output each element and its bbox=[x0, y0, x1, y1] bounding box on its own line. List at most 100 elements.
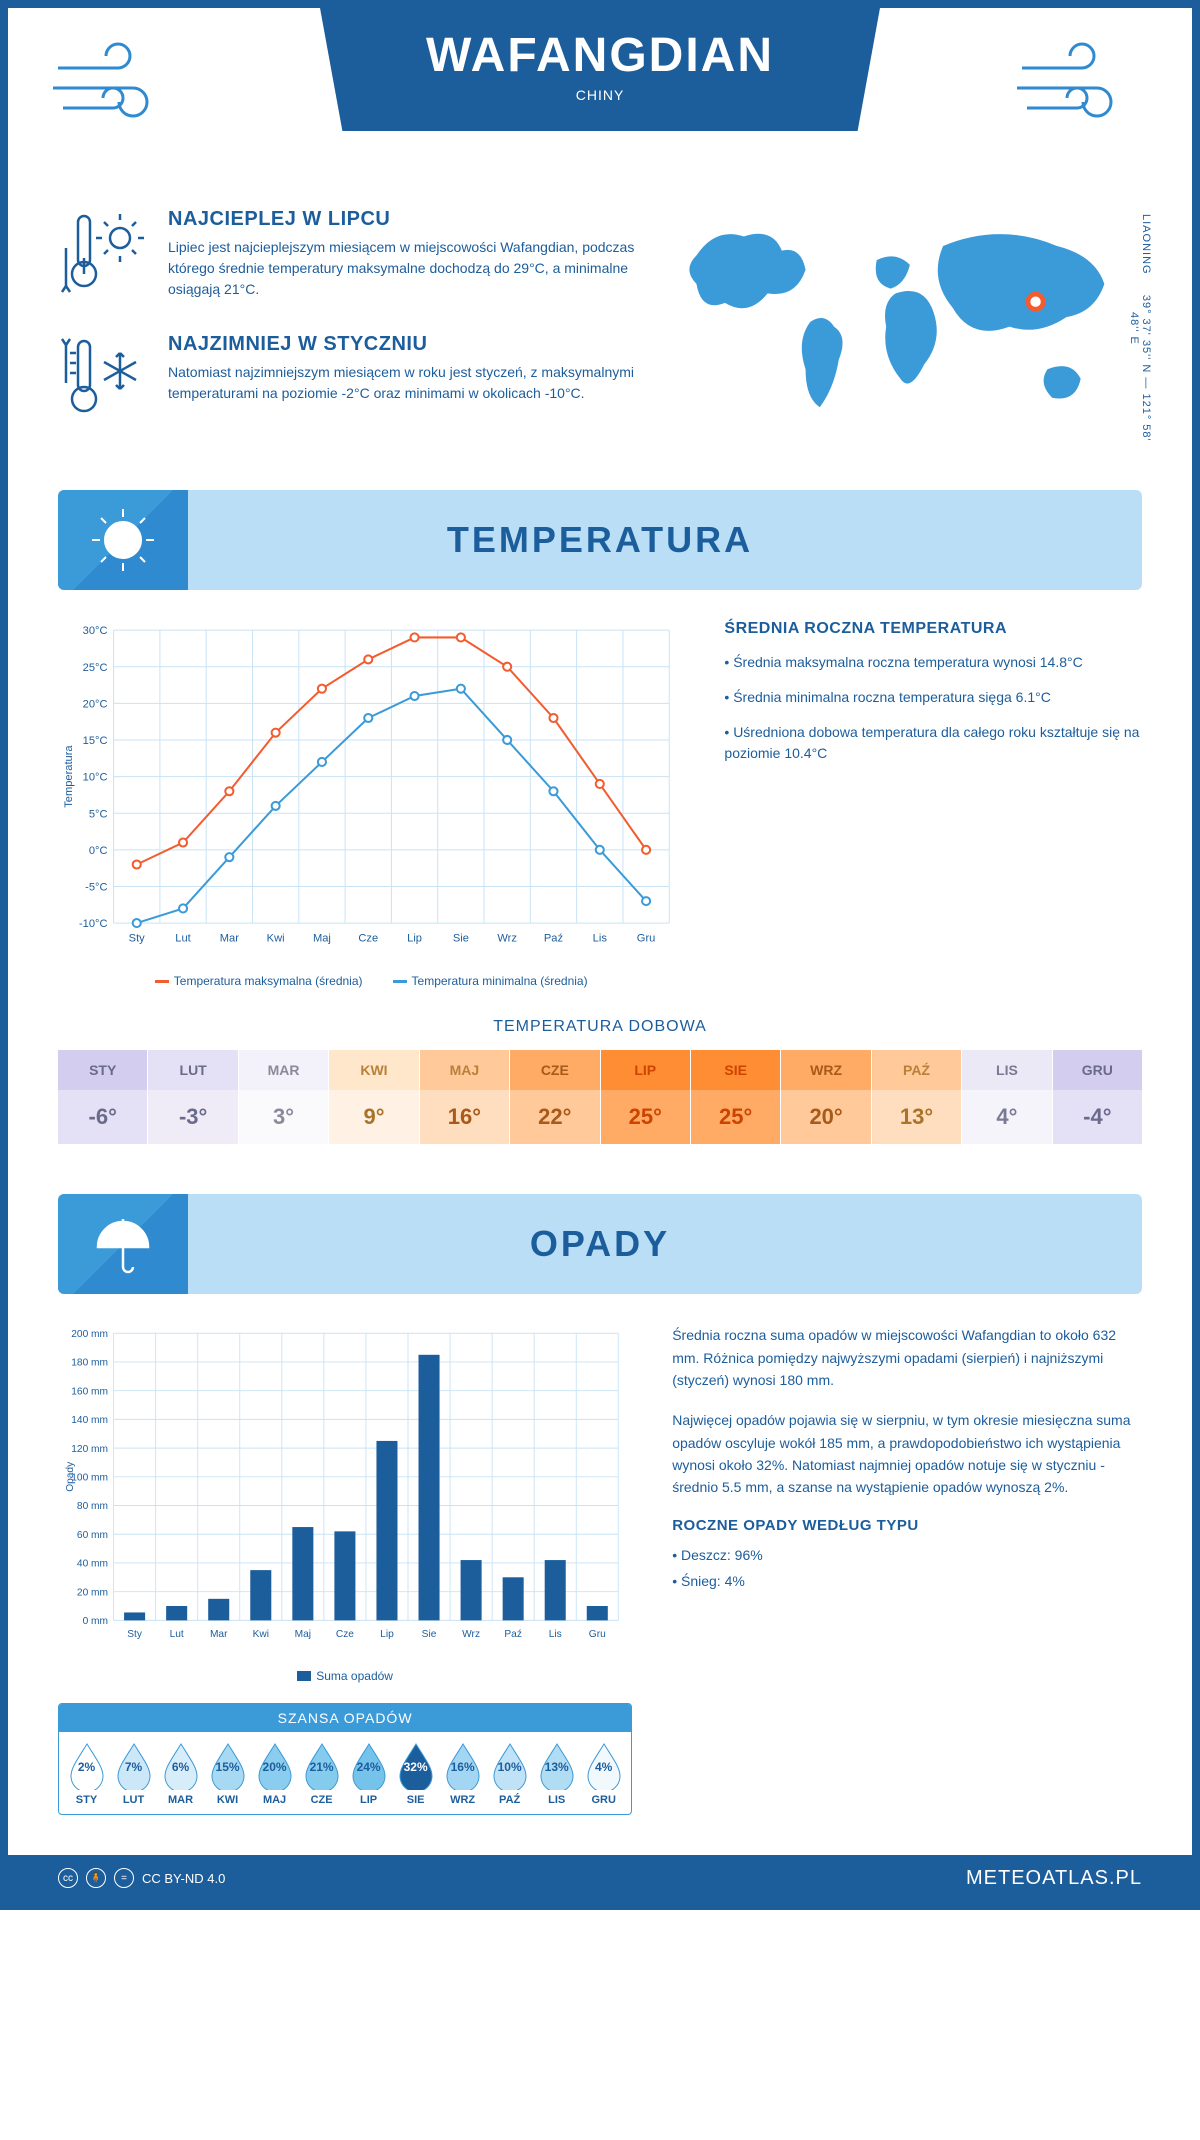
svg-text:-10°C: -10°C bbox=[79, 918, 108, 930]
svg-text:Sie: Sie bbox=[453, 932, 469, 944]
fact-coldest: NAJZIMNIEJ W STYCZNIU Natomiast najzimni… bbox=[58, 333, 638, 428]
coldest-title: NAJZIMNIEJ W STYCZNIU bbox=[168, 333, 638, 356]
temperature-legend: Temperatura maksymalna (średnia) Tempera… bbox=[58, 974, 684, 988]
warmest-body: Lipiec jest najcieplejszym miesiącem w m… bbox=[168, 237, 638, 300]
temp-fact-1: • Średnia maksymalna roczna temperatura … bbox=[724, 652, 1142, 673]
coldest-body: Natomiast najzimniejszym miesiącem w rok… bbox=[168, 362, 638, 404]
temperature-row: -10°C-5°C0°C5°C10°C15°C20°C25°C30°CStyLu… bbox=[8, 590, 1192, 999]
location-marker bbox=[1028, 294, 1043, 309]
svg-text:80 mm: 80 mm bbox=[77, 1501, 108, 1512]
svg-text:Gru: Gru bbox=[637, 932, 656, 944]
sun-icon bbox=[58, 490, 188, 590]
raindrop-icon: 24% bbox=[349, 1740, 389, 1790]
thermometer-sun-icon bbox=[58, 208, 148, 303]
umbrella-icon bbox=[58, 1194, 188, 1294]
svg-text:40 mm: 40 mm bbox=[77, 1559, 108, 1570]
raindrop-icon: 10% bbox=[490, 1740, 530, 1790]
svg-text:Cze: Cze bbox=[358, 932, 378, 944]
svg-text:60 mm: 60 mm bbox=[77, 1530, 108, 1541]
month-cell: MAR 3° bbox=[239, 1050, 329, 1144]
raindrop-icon: 2% bbox=[67, 1740, 107, 1790]
svg-text:15°C: 15°C bbox=[83, 735, 108, 747]
svg-text:140 mm: 140 mm bbox=[71, 1415, 108, 1426]
temperature-chart: -10°C-5°C0°C5°C10°C15°C20°C25°C30°CStyLu… bbox=[58, 620, 684, 989]
world-map bbox=[668, 208, 1142, 455]
chance-item: 10% PAŹ bbox=[486, 1740, 533, 1806]
rainfall-left: 0 mm20 mm40 mm60 mm80 mm100 mm120 mm140 … bbox=[58, 1324, 632, 1814]
raindrop-icon: 4% bbox=[584, 1740, 624, 1790]
wind-icon bbox=[48, 38, 188, 143]
svg-text:Paź: Paź bbox=[504, 1629, 522, 1640]
section-header-temperature: TEMPERATURA bbox=[58, 490, 1142, 590]
raindrop-icon: 15% bbox=[208, 1740, 248, 1790]
svg-text:30°C: 30°C bbox=[83, 625, 108, 637]
svg-text:Kwi: Kwi bbox=[267, 932, 285, 944]
temperature-facts: ŚREDNIA ROCZNA TEMPERATURA • Średnia mak… bbox=[724, 620, 1142, 989]
thermometer-snow-icon bbox=[58, 333, 148, 428]
chance-item: 21% CZE bbox=[298, 1740, 345, 1806]
intro-section: NAJCIEPLEJ W LIPCU Lipiec jest najcieple… bbox=[8, 208, 1192, 460]
raindrop-icon: 16% bbox=[443, 1740, 483, 1790]
month-cell: KWI 9° bbox=[329, 1050, 419, 1144]
svg-text:10°C: 10°C bbox=[83, 771, 108, 783]
month-cell: LIP 25° bbox=[601, 1050, 691, 1144]
svg-text:Sie: Sie bbox=[422, 1629, 437, 1640]
rain-text-2: Najwięcej opadów pojawia się w sierpniu,… bbox=[672, 1409, 1142, 1499]
license-text: CC BY-ND 4.0 bbox=[142, 1871, 225, 1886]
raindrop-icon: 7% bbox=[114, 1740, 154, 1790]
month-cell: WRZ 20° bbox=[781, 1050, 871, 1144]
svg-text:-5°C: -5°C bbox=[85, 881, 107, 893]
daily-temp-table: STY -6° LUT -3° MAR 3° KWI 9° MAJ 16° CZ… bbox=[58, 1050, 1142, 1144]
month-cell: GRU -4° bbox=[1053, 1050, 1142, 1144]
raindrop-icon: 20% bbox=[255, 1740, 295, 1790]
coords-label: LIAONING 39° 37' 35'' N — 121° 58' 48'' … bbox=[1128, 208, 1152, 448]
by-icon: 🧍 bbox=[86, 1868, 106, 1888]
temp-fact-3: • Uśredniona dobowa temperatura dla całe… bbox=[724, 722, 1142, 764]
svg-text:25°C: 25°C bbox=[83, 661, 108, 673]
svg-text:20 mm: 20 mm bbox=[77, 1587, 108, 1598]
svg-text:Temperatura: Temperatura bbox=[63, 744, 75, 807]
svg-text:Sty: Sty bbox=[127, 1629, 143, 1640]
rain-chance-title: SZANSA OPADÓW bbox=[59, 1704, 631, 1732]
svg-text:200 mm: 200 mm bbox=[71, 1329, 108, 1340]
chance-item: 13% LIS bbox=[533, 1740, 580, 1806]
month-cell: LIS 4° bbox=[962, 1050, 1052, 1144]
svg-text:20°C: 20°C bbox=[83, 698, 108, 710]
svg-text:Lut: Lut bbox=[175, 932, 190, 944]
temp-facts-title: ŚREDNIA ROCZNA TEMPERATURA bbox=[724, 620, 1142, 638]
chance-item: 20% MAJ bbox=[251, 1740, 298, 1806]
chance-item: 6% MAR bbox=[157, 1740, 204, 1806]
svg-text:0°C: 0°C bbox=[89, 845, 108, 857]
rainfall-row: 0 mm20 mm40 mm60 mm80 mm100 mm120 mm140 … bbox=[8, 1294, 1192, 1814]
chance-item: 4% GRU bbox=[580, 1740, 627, 1806]
svg-text:Lis: Lis bbox=[593, 932, 608, 944]
raindrop-icon: 6% bbox=[161, 1740, 201, 1790]
chance-item: 15% KWI bbox=[204, 1740, 251, 1806]
section-title-temperature: TEMPERATURA bbox=[447, 519, 753, 561]
footer: cc 🧍 = CC BY-ND 4.0 METEOATLAS.PL bbox=[8, 1855, 1192, 1902]
month-cell: PAŹ 13° bbox=[872, 1050, 962, 1144]
city-title: WAFANGDIAN bbox=[320, 28, 880, 83]
chance-item: 16% WRZ bbox=[439, 1740, 486, 1806]
intro-facts: NAJCIEPLEJ W LIPCU Lipiec jest najcieple… bbox=[58, 208, 638, 460]
chance-item: 7% LUT bbox=[110, 1740, 157, 1806]
rain-type-1: • Deszcz: 96% bbox=[672, 1544, 1142, 1566]
svg-text:Kwi: Kwi bbox=[253, 1629, 269, 1640]
svg-text:0 mm: 0 mm bbox=[83, 1616, 108, 1627]
rainfall-legend: Suma opadów bbox=[58, 1669, 632, 1683]
rain-chance-grid: 2% STY 7% LUT 6% MAR 15% KWI 20% bbox=[59, 1732, 631, 1814]
raindrop-icon: 13% bbox=[537, 1740, 577, 1790]
temp-fact-2: • Średnia minimalna roczna temperatura s… bbox=[724, 687, 1142, 708]
month-cell: LUT -3° bbox=[148, 1050, 238, 1144]
svg-text:Wrz: Wrz bbox=[497, 932, 517, 944]
chance-item: 24% LIP bbox=[345, 1740, 392, 1806]
svg-text:160 mm: 160 mm bbox=[71, 1387, 108, 1398]
svg-text:Mar: Mar bbox=[220, 932, 239, 944]
svg-text:5°C: 5°C bbox=[89, 808, 108, 820]
svg-text:Wrz: Wrz bbox=[462, 1629, 480, 1640]
chance-item: 2% STY bbox=[63, 1740, 110, 1806]
svg-text:Maj: Maj bbox=[313, 932, 331, 944]
svg-text:Paź: Paź bbox=[544, 932, 563, 944]
svg-text:Lis: Lis bbox=[549, 1629, 562, 1640]
month-cell: STY -6° bbox=[58, 1050, 148, 1144]
